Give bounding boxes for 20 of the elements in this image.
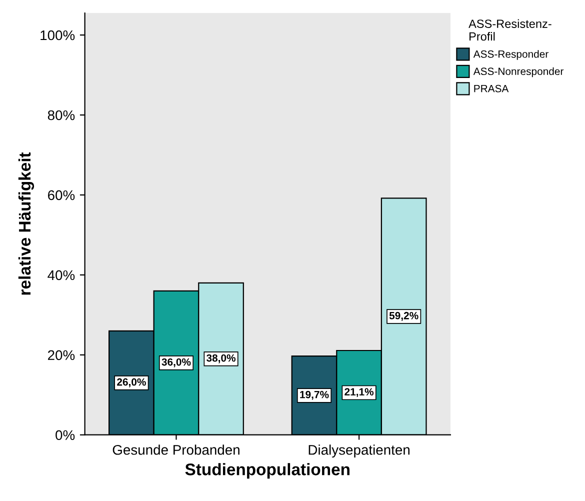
y-axis-title: relative Häufigkeit <box>18 152 34 295</box>
data-label: 26,0% <box>117 378 146 388</box>
legend-title: ASS-Resistenz- Profil <box>468 19 552 41</box>
x-axis-title: Studienpopulationen <box>185 463 350 479</box>
y-tick-label: 0% <box>56 430 75 440</box>
data-label: 19,7% <box>300 390 329 400</box>
data-label: 21,1% <box>344 388 374 397</box>
y-tick-label: 80% <box>48 110 75 120</box>
y-tick-label: 60% <box>48 190 75 200</box>
data-label: 36,0% <box>162 358 191 368</box>
legend-label: ASS-Nonresponder <box>473 67 564 78</box>
data-label: 38,0% <box>206 354 236 364</box>
y-tick-label: 20% <box>48 350 75 360</box>
x-tick-label: Dialysepatienten <box>308 444 410 458</box>
data-label: 59,2% <box>389 312 418 321</box>
y-tick-label: 40% <box>48 270 75 280</box>
legend-label: ASS-Responder <box>473 50 548 60</box>
y-tick-label: 100% <box>40 30 75 40</box>
x-tick-label: Gesunde Probanden <box>112 444 240 455</box>
legend-label: PRASA <box>474 84 509 92</box>
